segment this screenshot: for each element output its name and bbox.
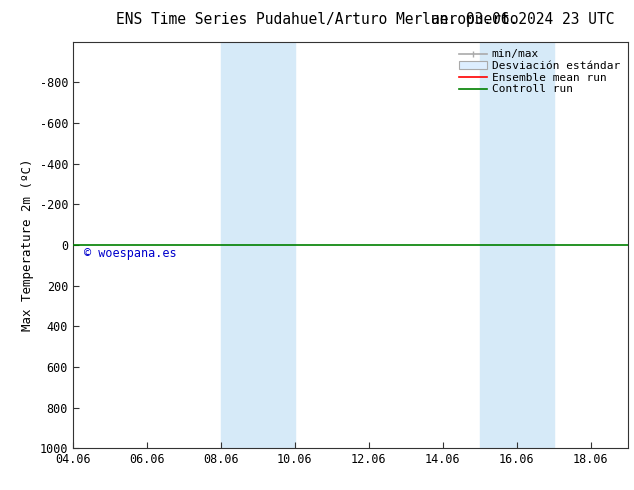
Bar	[480, 42, 517, 448]
Bar	[221, 42, 258, 448]
Text: © woespana.es: © woespana.es	[84, 247, 177, 260]
Legend: min/max, Desviación estándar, Ensemble mean run, Controll run: min/max, Desviación estándar, Ensemble m…	[457, 47, 622, 97]
Bar	[258, 42, 295, 448]
Bar	[517, 42, 553, 448]
Text: ENS Time Series Pudahuel/Arturo Mer aeropuerto: ENS Time Series Pudahuel/Arturo Mer aero…	[116, 12, 518, 27]
Text: lun. 03.06.2024 23 UTC: lun. 03.06.2024 23 UTC	[422, 12, 615, 27]
Y-axis label: Max Temperature 2m (ºC): Max Temperature 2m (ºC)	[21, 159, 34, 331]
